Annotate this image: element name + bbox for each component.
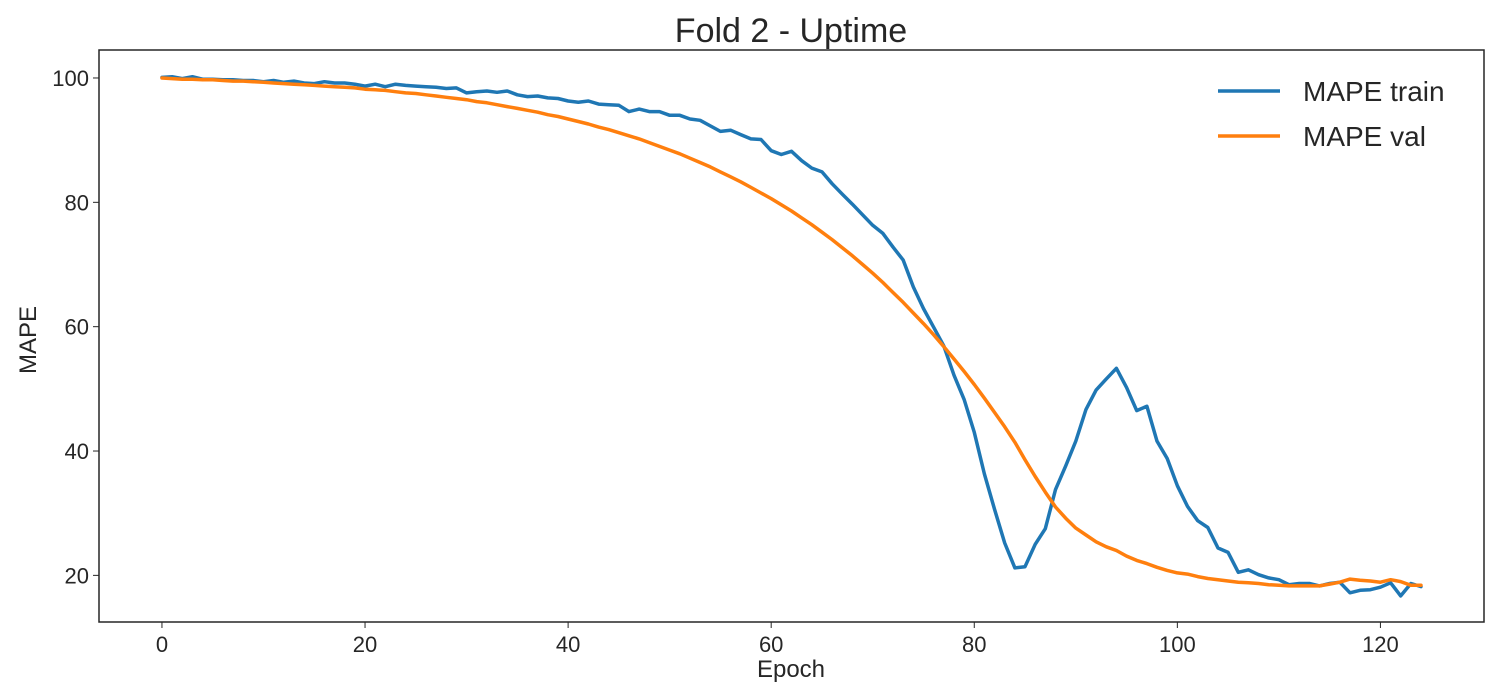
x-tick-label: 40 — [556, 632, 580, 657]
x-tick-label: 0 — [156, 632, 168, 657]
legend-label: MAPE train — [1303, 76, 1445, 107]
chart-title: Fold 2 - Uptime — [675, 12, 907, 50]
y-tick-label: 80 — [65, 190, 89, 215]
x-tick-label: 120 — [1362, 632, 1399, 657]
y-axis: 20 40 60 80 100 — [52, 66, 99, 588]
y-axis-label: MAPE — [15, 306, 42, 374]
series-line-val — [160, 76, 1423, 588]
y-tick-label: 40 — [65, 439, 89, 464]
x-tick-label: 100 — [1159, 632, 1196, 657]
y-tick-label: 60 — [65, 315, 89, 340]
x-axis: 0 20 40 60 80 100 120 — [156, 622, 1399, 657]
plot-area — [98, 49, 1485, 623]
series-line-train — [160, 74, 1423, 598]
legend: MAPE train MAPE val — [1218, 76, 1445, 152]
y-tick-label: 100 — [52, 66, 89, 91]
legend-label: MAPE val — [1303, 121, 1426, 152]
y-tick-label: 20 — [65, 563, 89, 588]
x-axis-label: Epoch — [757, 656, 825, 683]
x-tick-label: 20 — [353, 632, 377, 657]
series-lines — [160, 74, 1423, 598]
x-tick-label: 60 — [759, 632, 783, 657]
x-tick-label: 80 — [962, 632, 986, 657]
